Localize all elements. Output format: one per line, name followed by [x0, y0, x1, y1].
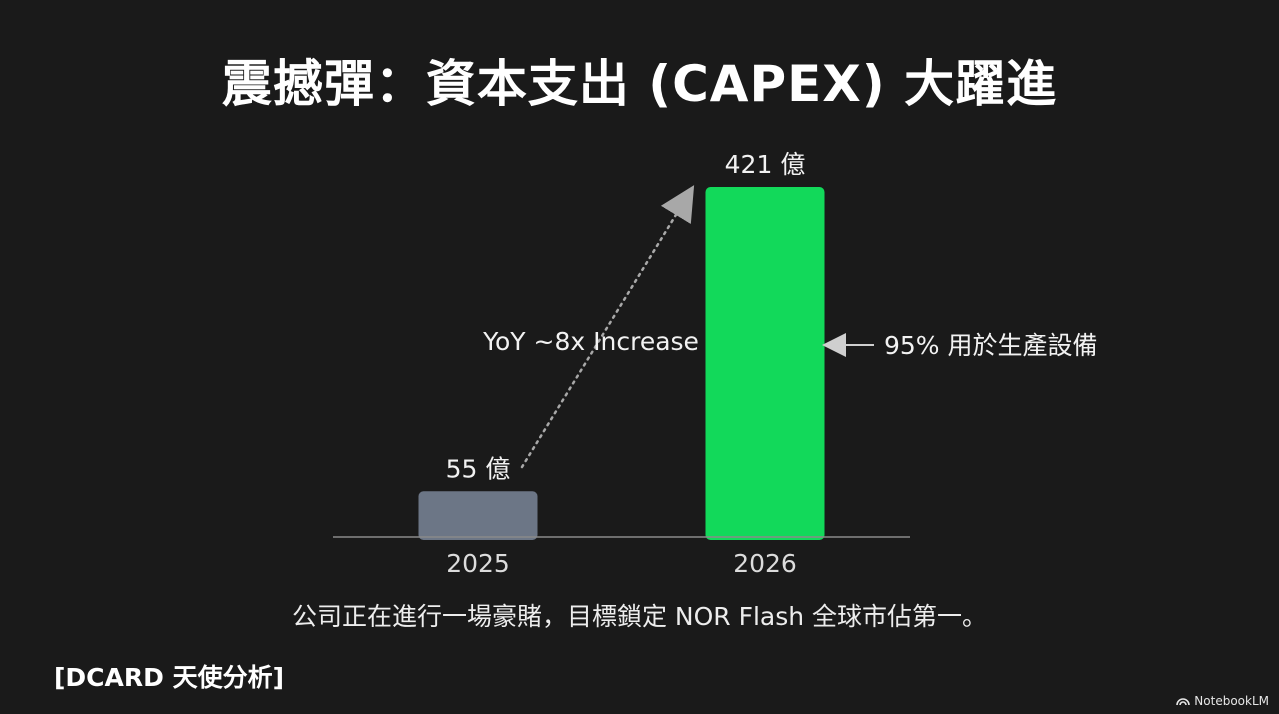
growth-arrow-label: YoY ~8x Increase: [482, 327, 699, 356]
bar-2025: [418, 491, 538, 540]
bar-2026: [705, 187, 825, 540]
brand-label: NotebookLM: [1194, 694, 1269, 708]
value-label-2025: 55 億: [446, 454, 511, 483]
capex-bar-chart: 55 億 2025 421 億 2026 YoY ~8x Increase 95% 用…: [333, 150, 1098, 578]
value-label-2026: 421 億: [725, 150, 806, 179]
slide-caption: 公司正在進行一場豪賭，目標鎖定 NOR Flash 全球市佔第一。: [291, 602, 988, 631]
category-label-2026: 2026: [733, 549, 797, 578]
growth-arrow: [520, 185, 695, 469]
notebooklm-logo-icon: [1176, 698, 1191, 706]
brand-watermark: NotebookLM: [1176, 694, 1269, 708]
slide-title: 震撼彈：資本支出 (CAPEX) 大躍進: [221, 55, 1058, 113]
category-label-2025: 2025: [446, 549, 510, 578]
bar-side-label: 95% 用於生產設備: [884, 331, 1098, 360]
source-tag: [DCARD 天使分析]: [54, 663, 285, 692]
